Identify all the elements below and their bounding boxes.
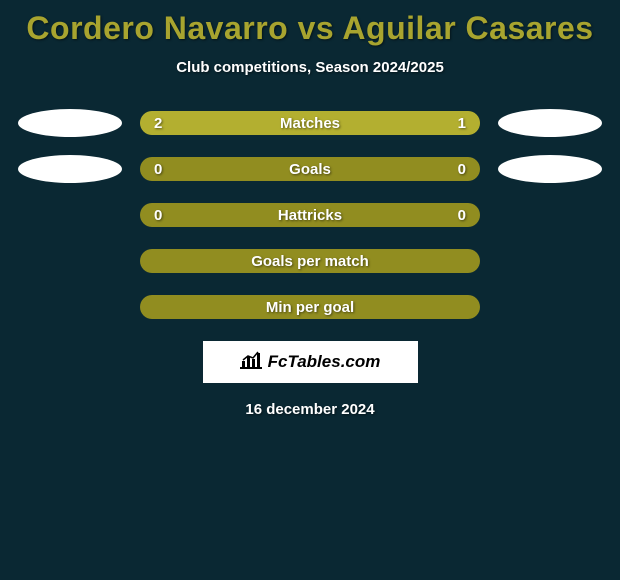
player1-name: Cordero Navarro xyxy=(26,10,288,46)
stat-label: Goals per match xyxy=(140,253,480,270)
player2-marker xyxy=(498,109,602,137)
stat-bar: Goals per match xyxy=(140,249,480,273)
stat-label: Hattricks xyxy=(140,207,480,224)
stat-value-left: 0 xyxy=(154,161,162,178)
stat-label: Min per goal xyxy=(140,299,480,316)
stat-bar: Goals0 0 xyxy=(140,157,480,181)
stat-bar: Hattricks0 0 xyxy=(140,203,480,227)
stat-value-right: 0 xyxy=(458,161,466,178)
player2-name: Aguilar Casares xyxy=(342,10,593,46)
stat-value-right: 1 xyxy=(458,115,466,132)
chart-icon xyxy=(240,351,262,374)
stat-row: Goals per match xyxy=(8,249,612,273)
player1-marker xyxy=(18,109,122,137)
brand-box: FcTables.com xyxy=(203,341,418,383)
bar-fill-left xyxy=(140,111,368,135)
player2-marker xyxy=(498,155,602,183)
stat-row: Min per goal xyxy=(8,295,612,319)
stat-value-left: 2 xyxy=(154,115,162,132)
stat-value-right: 0 xyxy=(458,207,466,224)
vs-text: vs xyxy=(298,10,335,46)
stat-row: Hattricks0 0 xyxy=(8,203,612,227)
player1-marker xyxy=(18,155,122,183)
stat-bar: Min per goal xyxy=(140,295,480,319)
stats-area: Matches21Goals00Hattricks00Goals per mat… xyxy=(0,111,620,319)
subtitle: Club competitions, Season 2024/2025 xyxy=(0,59,620,76)
stat-row: Matches21 xyxy=(8,111,612,135)
stat-value-left: 0 xyxy=(154,207,162,224)
page-title: Cordero Navarro vs Aguilar Casares xyxy=(0,0,620,47)
stat-label: Goals xyxy=(140,161,480,178)
comparison-card: Cordero Navarro vs Aguilar Casares Club … xyxy=(0,0,620,580)
stat-bar: Matches21 xyxy=(140,111,480,135)
stat-row: Goals0 0 xyxy=(8,157,612,181)
date-text: 16 december 2024 xyxy=(0,401,620,418)
brand-text: FcTables.com xyxy=(268,352,381,372)
